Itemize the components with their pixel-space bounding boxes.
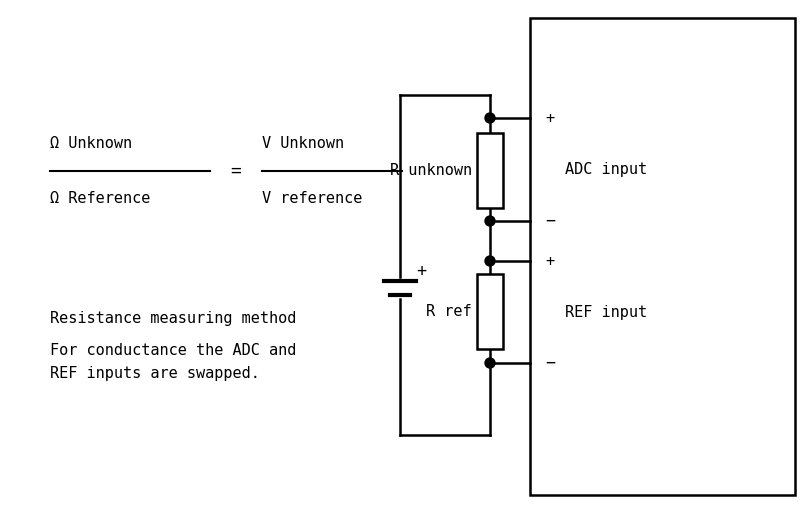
Text: For conductance the ADC and
REF inputs are swapped.: For conductance the ADC and REF inputs a… [50,343,296,381]
Bar [477,274,503,349]
Text: ADC input: ADC input [565,162,647,177]
Circle shape [485,358,495,368]
Text: =: = [230,162,241,180]
Text: Resistance measuring method: Resistance measuring method [50,311,296,326]
Circle shape [485,113,495,123]
Text: V Unknown: V Unknown [262,136,344,151]
Text: Ω Reference: Ω Reference [50,191,150,206]
Bar [530,18,795,495]
Bar [477,133,503,208]
Text: +: + [545,110,554,126]
Text: −: − [545,354,555,372]
Text: −: − [545,212,555,230]
Text: R unknown: R unknown [390,163,472,178]
Text: REF input: REF input [565,305,647,319]
Text: +: + [545,253,554,268]
Text: +: + [416,262,426,280]
Text: V reference: V reference [262,191,362,206]
Text: Ω Unknown: Ω Unknown [50,136,132,151]
Circle shape [485,256,495,266]
Circle shape [485,216,495,226]
Text: R ref: R ref [426,304,472,319]
